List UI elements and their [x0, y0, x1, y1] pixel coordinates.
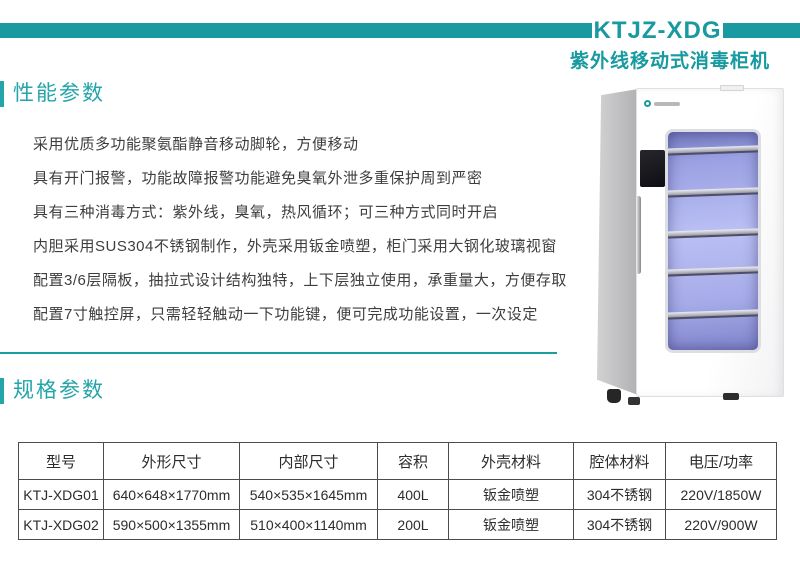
- cell-model: KTJ-XDG01: [18, 479, 104, 510]
- col-header-voltage-power: 电压/功率: [665, 442, 777, 480]
- caster-wheel: [607, 389, 621, 403]
- table-row: KTJ-XDG02 590×500×1355mm 510×400×1140mm …: [18, 509, 777, 540]
- col-header-outer-size: 外形尺寸: [103, 442, 240, 480]
- performance-heading: 性能参数: [0, 81, 105, 107]
- specs-table: 型号 外形尺寸 内部尺寸 容积 外壳材料 腔体材料 电压/功率 KTJ-XDG0…: [18, 442, 777, 540]
- cell-shell-material: 钣金喷塑: [448, 509, 574, 540]
- logo-circle-icon: [644, 100, 651, 107]
- feature-item: 具有三种消毒方式：紫外线，臭氧，热风循环；可三种方式同时开启: [33, 204, 499, 221]
- shelf: [668, 266, 758, 277]
- table-header-row: 型号 外形尺寸 内部尺寸 容积 外壳材料 腔体材料 电压/功率: [18, 442, 777, 480]
- cell-voltage-power: 220V/1850W: [665, 479, 777, 510]
- cell-outer-size: 590×500×1355mm: [103, 509, 240, 540]
- col-header-cavity-material: 腔体材料: [573, 442, 666, 480]
- cell-voltage-power: 220V/900W: [665, 509, 777, 540]
- shelf: [668, 309, 758, 320]
- feature-item: 采用优质多功能聚氨酯静音移动脚轮，方便移动: [33, 136, 359, 153]
- model-code: KTJZ-XDG: [593, 17, 722, 44]
- cell-cavity-material: 304不锈钢: [573, 509, 666, 540]
- shelf: [668, 145, 758, 156]
- banner-bar-left: [0, 23, 592, 38]
- top-banner: KTJZ-XDG: [0, 17, 800, 44]
- cell-volume: 400L: [377, 479, 449, 510]
- performance-list: 采用优质多功能聚氨酯静音移动脚轮，方便移动 具有开门报警，功能故障报警功能避免臭…: [33, 128, 573, 332]
- col-header-inner-size: 内部尺寸: [239, 442, 378, 480]
- product-name: 紫外线移动式消毒柜机: [569, 51, 770, 72]
- banner-bar-right: [723, 23, 800, 38]
- feature-item: 内胆采用SUS304不锈钢制作，外壳采用钣金喷塑，柜门采用大钢化玻璃视窗: [33, 238, 557, 255]
- feature-item: 配置3/6层隔板，抽拉式设计结构独特，上下层独立使用，承重量大，方便存取: [33, 272, 567, 289]
- caster-wheel: [723, 393, 739, 400]
- specs-heading: 规格参数: [0, 378, 105, 404]
- table-row: KTJ-XDG01 640×648×1770mm 540×535×1645mm …: [18, 479, 777, 510]
- cell-volume: 200L: [377, 509, 449, 540]
- feature-item: 配置7寸触控屏，只需轻轻触动一下功能键，便可完成功能设置，一次设定: [33, 306, 538, 323]
- caster-wheel: [628, 397, 640, 405]
- section-divider: [0, 352, 557, 354]
- col-header-model: 型号: [18, 442, 104, 480]
- cell-inner-size: 510×400×1140mm: [239, 509, 378, 540]
- col-header-volume: 容积: [377, 442, 449, 480]
- cell-inner-size: 540×535×1645mm: [239, 479, 378, 510]
- product-image: [595, 85, 795, 415]
- brand-logo-icon: [644, 100, 680, 107]
- door-handle: [636, 196, 641, 274]
- cell-cavity-material: 304不锈钢: [573, 479, 666, 510]
- shelf: [668, 187, 758, 198]
- cabinet-side-panel: [597, 89, 638, 395]
- cell-shell-material: 钣金喷塑: [448, 479, 574, 510]
- touch-screen: [640, 150, 665, 187]
- shelf: [668, 228, 758, 239]
- col-header-shell-material: 外壳材料: [448, 442, 574, 480]
- cabinet-top-vent: [720, 85, 744, 91]
- door-glass-window: [665, 129, 761, 353]
- logo-text-mark: [654, 101, 680, 106]
- feature-item: 具有开门报警，功能故障报警功能避免臭氧外泄多重保护周到严密: [33, 170, 483, 187]
- cell-model: KTJ-XDG02: [18, 509, 104, 540]
- cell-outer-size: 640×648×1770mm: [103, 479, 240, 510]
